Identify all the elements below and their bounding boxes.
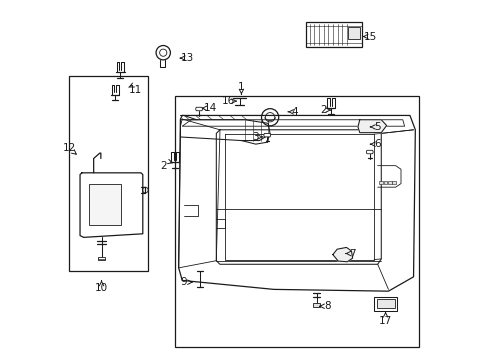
Text: 11: 11 bbox=[129, 85, 142, 95]
Bar bbox=[313, 303, 320, 307]
Text: 9: 9 bbox=[181, 277, 187, 287]
Text: 5: 5 bbox=[374, 122, 381, 132]
Polygon shape bbox=[264, 134, 270, 137]
Text: 17: 17 bbox=[379, 316, 392, 325]
Text: 2: 2 bbox=[320, 105, 327, 115]
Bar bbox=[89, 184, 122, 225]
Bar bbox=[69, 76, 148, 271]
Bar bbox=[98, 257, 105, 260]
Bar bbox=[374, 297, 397, 311]
Text: 15: 15 bbox=[364, 32, 377, 41]
Bar bbox=[306, 22, 362, 46]
Bar bbox=[175, 96, 419, 347]
Polygon shape bbox=[367, 150, 373, 154]
Text: 2: 2 bbox=[160, 161, 167, 171]
Polygon shape bbox=[196, 107, 202, 111]
Text: 6: 6 bbox=[374, 139, 381, 149]
Polygon shape bbox=[333, 247, 353, 262]
Bar bbox=[384, 181, 388, 184]
Text: 1: 1 bbox=[238, 82, 245, 92]
Polygon shape bbox=[358, 120, 387, 133]
Bar bbox=[392, 181, 396, 184]
Text: 16: 16 bbox=[222, 96, 236, 106]
Bar bbox=[379, 181, 383, 184]
Text: 8: 8 bbox=[324, 301, 331, 311]
Bar bbox=[348, 27, 360, 40]
Bar bbox=[377, 300, 394, 308]
Bar bbox=[388, 181, 392, 184]
Text: 12: 12 bbox=[63, 143, 76, 153]
Text: 13: 13 bbox=[181, 53, 194, 63]
Text: 4: 4 bbox=[292, 107, 298, 117]
Text: 10: 10 bbox=[95, 283, 108, 293]
Text: 3: 3 bbox=[252, 132, 259, 142]
Text: 7: 7 bbox=[349, 248, 356, 258]
Text: 14: 14 bbox=[204, 103, 218, 113]
